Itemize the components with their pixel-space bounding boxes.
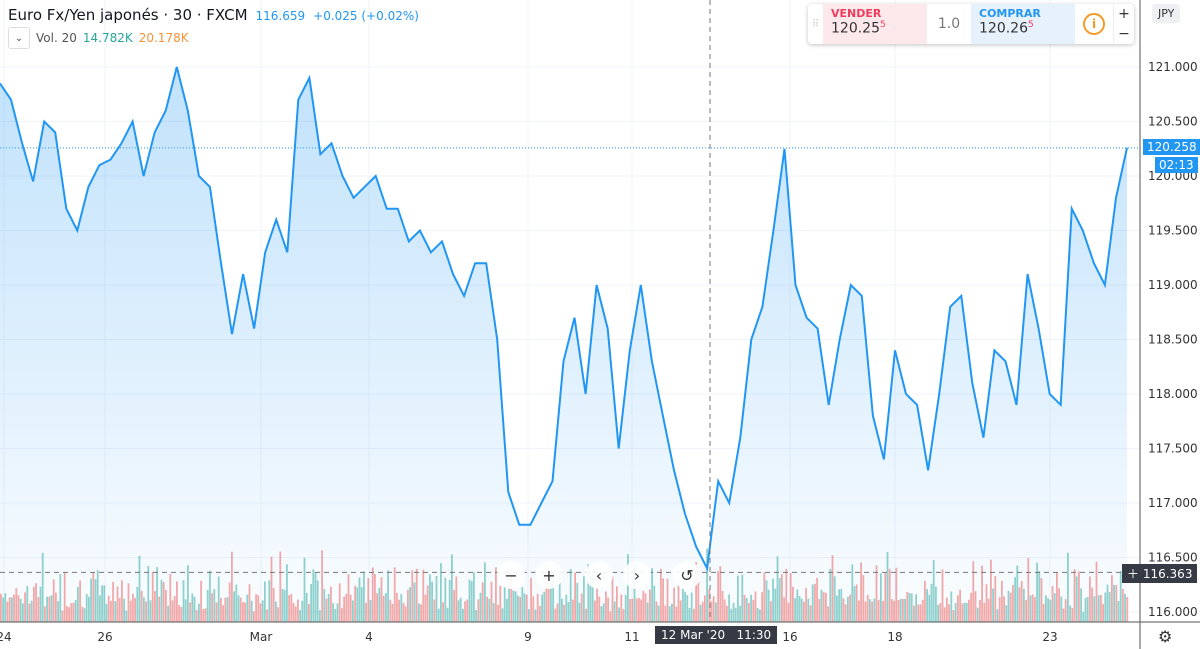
settings-gear-icon[interactable]: ⚙ — [1158, 627, 1173, 646]
volume-bar — [1126, 596, 1129, 622]
time-tick-label: 16 — [782, 630, 797, 644]
symbol-title[interactable]: Euro Fx/Yen japonés · 30 · FXCM — [8, 6, 248, 24]
price-tick-label: 119.500 — [1148, 224, 1198, 238]
quantity-field[interactable]: 1.0 — [937, 16, 961, 32]
crosshair-price: 116.363 — [1142, 567, 1193, 581]
zoom-in-button[interactable]: + — [535, 561, 563, 589]
crosshair-price-tag: ＋ 116.363 — [1122, 564, 1198, 583]
increase-quantity-button[interactable]: + — [1118, 6, 1130, 22]
price-tick-label: 121.000 — [1148, 60, 1198, 74]
last-price-tag: 120.258 — [1143, 139, 1200, 155]
info-icon: i — [1083, 13, 1105, 35]
price-tick-label: 118.000 — [1148, 387, 1198, 401]
info-button[interactable]: i — [1075, 4, 1113, 44]
volume-legend: ⌄ Vol. 20 14.782K 20.178K — [8, 27, 189, 49]
price-tick-label: 117.000 — [1148, 496, 1198, 510]
buy-price-pip: 5 — [1028, 20, 1034, 30]
volume-value-2: 20.178K — [138, 31, 189, 45]
price-tick-label: 120.500 — [1148, 115, 1198, 129]
price-area — [0, 67, 1127, 622]
sell-price-pip: 5 — [880, 20, 886, 30]
price-change: +0.025 (+0.02%) — [313, 9, 419, 23]
decrease-quantity-button[interactable]: − — [1118, 26, 1130, 42]
last-price: 116.659 — [255, 9, 306, 23]
chart-navigation: − + ‹ › ↺ — [497, 561, 701, 589]
sell-price: 120.25 — [831, 20, 880, 37]
chart-legend: Euro Fx/Yen japonés · 30 · FXCM 116.659 … — [8, 6, 419, 24]
sell-label: VENDER — [831, 7, 882, 20]
price-line — [0, 66, 1128, 572]
time-tick-label: 18 — [887, 630, 902, 644]
trade-panel: ⠿ VENDER 120.255 1.0 COMPRAR 120.265 i +… — [808, 4, 1134, 44]
time-tick-label: 9 — [524, 630, 532, 644]
time-tick-label: 23 — [1042, 630, 1057, 644]
scroll-left-button[interactable]: ‹ — [585, 561, 613, 589]
time-tick-label: Mar — [250, 630, 273, 644]
buy-button[interactable]: COMPRAR 120.265 — [971, 4, 1075, 44]
price-tick-label: 118.500 — [1148, 333, 1198, 347]
currency-badge[interactable]: JPY — [1152, 4, 1181, 23]
buy-label: COMPRAR — [979, 7, 1041, 20]
price-tick-label: 116.500 — [1148, 551, 1198, 565]
price-tick-label: 116.000 — [1148, 605, 1198, 619]
reset-chart-button[interactable]: ↺ — [673, 561, 701, 589]
time-tick-label: 11 — [624, 630, 639, 644]
time-tick-label: 24 — [0, 630, 12, 644]
time-tick-label: 4 — [365, 630, 373, 644]
countdown-tag: 02:13 — [1155, 157, 1198, 173]
volume-label: Vol. 20 — [36, 31, 77, 45]
crosshair-time-tag: 12 Mar '20 11:30 — [655, 626, 778, 644]
sell-button[interactable]: VENDER 120.255 — [823, 4, 927, 44]
zoom-out-button[interactable]: − — [497, 561, 525, 589]
price-tick-label: 119.000 — [1148, 278, 1198, 292]
scroll-right-button[interactable]: › — [623, 561, 651, 589]
collapse-chevron-icon[interactable]: ⌄ — [8, 27, 30, 49]
price-tick-label: 117.500 — [1148, 442, 1198, 456]
volume-value-1: 14.782K — [82, 31, 133, 45]
buy-price: 120.26 — [979, 20, 1028, 37]
drag-handle-icon[interactable]: ⠿ — [811, 18, 820, 30]
time-tick-label: 26 — [97, 630, 112, 644]
